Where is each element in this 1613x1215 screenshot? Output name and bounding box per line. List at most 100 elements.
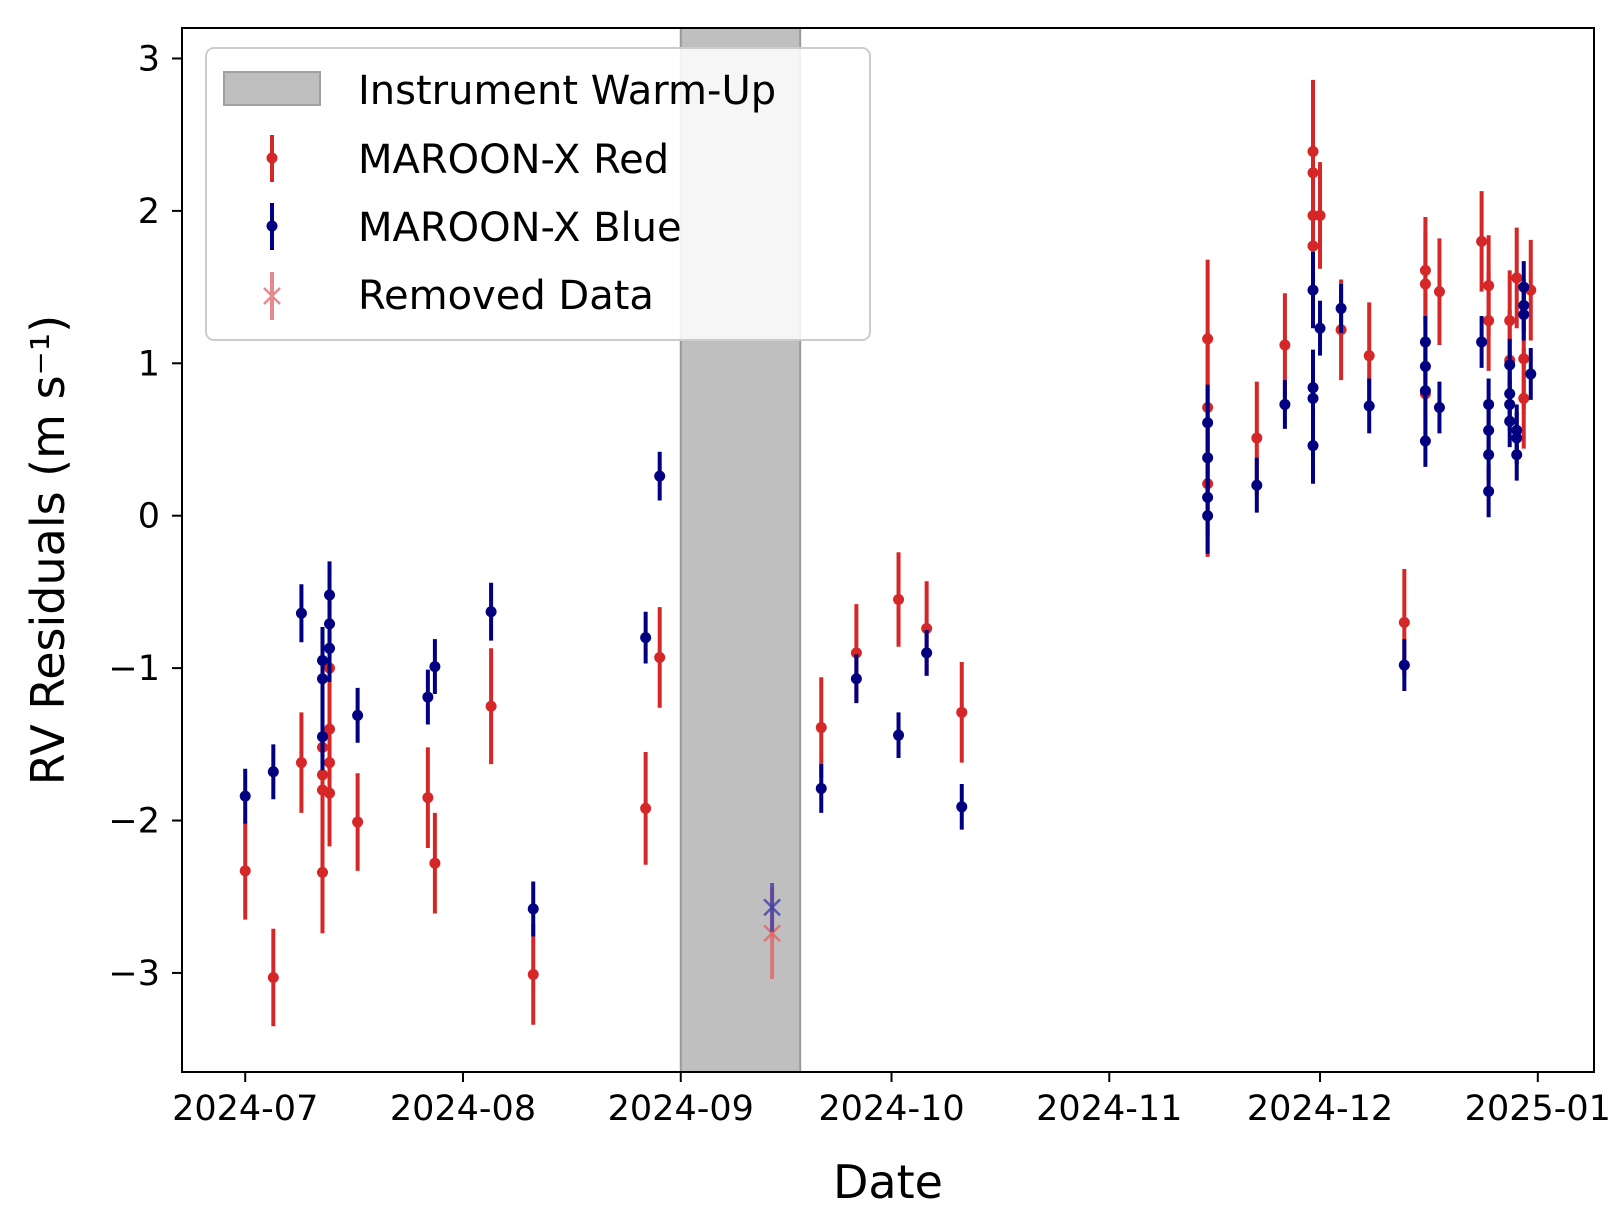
y-tick-label: −1 [108, 649, 160, 689]
y-tick-label: −2 [108, 802, 160, 842]
data-point [422, 691, 434, 703]
data-point [316, 731, 328, 743]
data-point [267, 766, 279, 778]
data-point [1419, 278, 1431, 290]
data-point [1279, 339, 1291, 351]
x-tick-label: 2024-09 [608, 1089, 754, 1129]
data-point [324, 787, 336, 799]
y-axis-label: RV Residuals (m s⁻¹) [21, 315, 75, 785]
data-point [893, 594, 905, 606]
data-point [654, 470, 666, 482]
y-tick-label: 1 [138, 344, 160, 384]
data-point [1518, 392, 1530, 404]
data-point [429, 857, 441, 869]
data-point [640, 632, 652, 644]
legend-marker-red [266, 152, 278, 164]
data-point [1398, 616, 1410, 628]
data-point-removed [763, 924, 781, 943]
data-point [1363, 350, 1375, 362]
data-point [527, 968, 539, 980]
data-point [316, 866, 328, 878]
data-point [850, 647, 862, 659]
x-marker-stroke [763, 924, 781, 943]
legend-marker-blue [266, 220, 278, 232]
data-point [267, 972, 279, 984]
data-point [295, 607, 307, 619]
series-removed-data [763, 883, 781, 980]
data-point [921, 622, 933, 634]
data-point [1419, 385, 1431, 397]
data-point [893, 729, 905, 741]
legend-label-blue: MAROON-X Blue [358, 205, 682, 251]
legend-label-warmup: Instrument Warm-Up [358, 68, 776, 114]
data-point [422, 792, 434, 804]
data-point [1476, 336, 1488, 348]
data-point [1433, 401, 1445, 413]
data-point [1511, 272, 1523, 284]
data-point [1476, 235, 1488, 247]
data-point [485, 606, 497, 618]
data-point [316, 673, 328, 685]
data-point [1433, 286, 1445, 298]
data-point [527, 903, 539, 915]
legend-label-red: MAROON-X Red [358, 137, 669, 183]
data-point [1504, 359, 1516, 371]
legend-marker-removed [263, 272, 281, 320]
data-point-removed [763, 898, 781, 917]
data-point [352, 709, 364, 721]
data-point [239, 865, 251, 877]
data-point [429, 661, 441, 673]
data-point [1483, 315, 1495, 327]
data-point [1307, 240, 1319, 252]
data-point [850, 673, 862, 685]
data-point [1518, 309, 1530, 321]
data-point [295, 757, 307, 769]
data-point [1314, 322, 1326, 334]
y-tick-label: 3 [138, 39, 160, 79]
data-point [1504, 415, 1516, 427]
data-point [1307, 392, 1319, 404]
data-point [956, 801, 968, 813]
data-point [921, 647, 933, 659]
legend-box [205, 47, 871, 341]
data-point [1525, 368, 1537, 380]
y-axis: 3 2 1 0 −1 −2 −3 [108, 39, 182, 994]
data-point [1483, 449, 1495, 461]
data-point [640, 802, 652, 814]
y-tick-label: 2 [138, 192, 160, 232]
data-point [352, 816, 364, 828]
data-point [956, 706, 968, 718]
data-point [1251, 479, 1263, 491]
data-point [1335, 302, 1347, 314]
x-tick-label: 2024-12 [1247, 1089, 1393, 1129]
data-point [815, 722, 827, 734]
x-axis: 2024-07 2024-08 2024-09 2024-10 2024-11 2024-… [172, 1072, 1611, 1129]
data-point [1363, 400, 1375, 412]
data-point [1419, 435, 1431, 447]
data-point [1202, 452, 1214, 464]
legend: Instrument Warm-Up MAROON-X Red MAROON-X… [205, 47, 871, 341]
data-point [654, 651, 666, 663]
data-point [485, 700, 497, 712]
y-tick-label: 0 [138, 497, 160, 537]
data-point [815, 783, 827, 795]
data-point [239, 790, 251, 802]
data-point [1314, 209, 1326, 221]
data-point [1307, 440, 1319, 452]
legend-swatch-warmup [223, 71, 321, 106]
data-point [1279, 398, 1291, 410]
data-point [324, 642, 336, 654]
x-tick-label: 2024-10 [818, 1089, 964, 1129]
data-point [1307, 284, 1319, 296]
plot-frame [181, 27, 1595, 1073]
x-tick-label: 2024-11 [1036, 1089, 1182, 1129]
x-axis-label: Date [833, 1155, 943, 1209]
series-maroon-x-blue [239, 252, 1537, 937]
y-tick-label: −3 [108, 954, 160, 994]
legend-label-removed: Removed Data [358, 273, 654, 319]
data-point [1511, 449, 1523, 461]
data-point [1483, 485, 1495, 497]
x-tick-label: 2024-07 [172, 1089, 318, 1129]
x-tick-label: 2024-08 [390, 1089, 536, 1129]
